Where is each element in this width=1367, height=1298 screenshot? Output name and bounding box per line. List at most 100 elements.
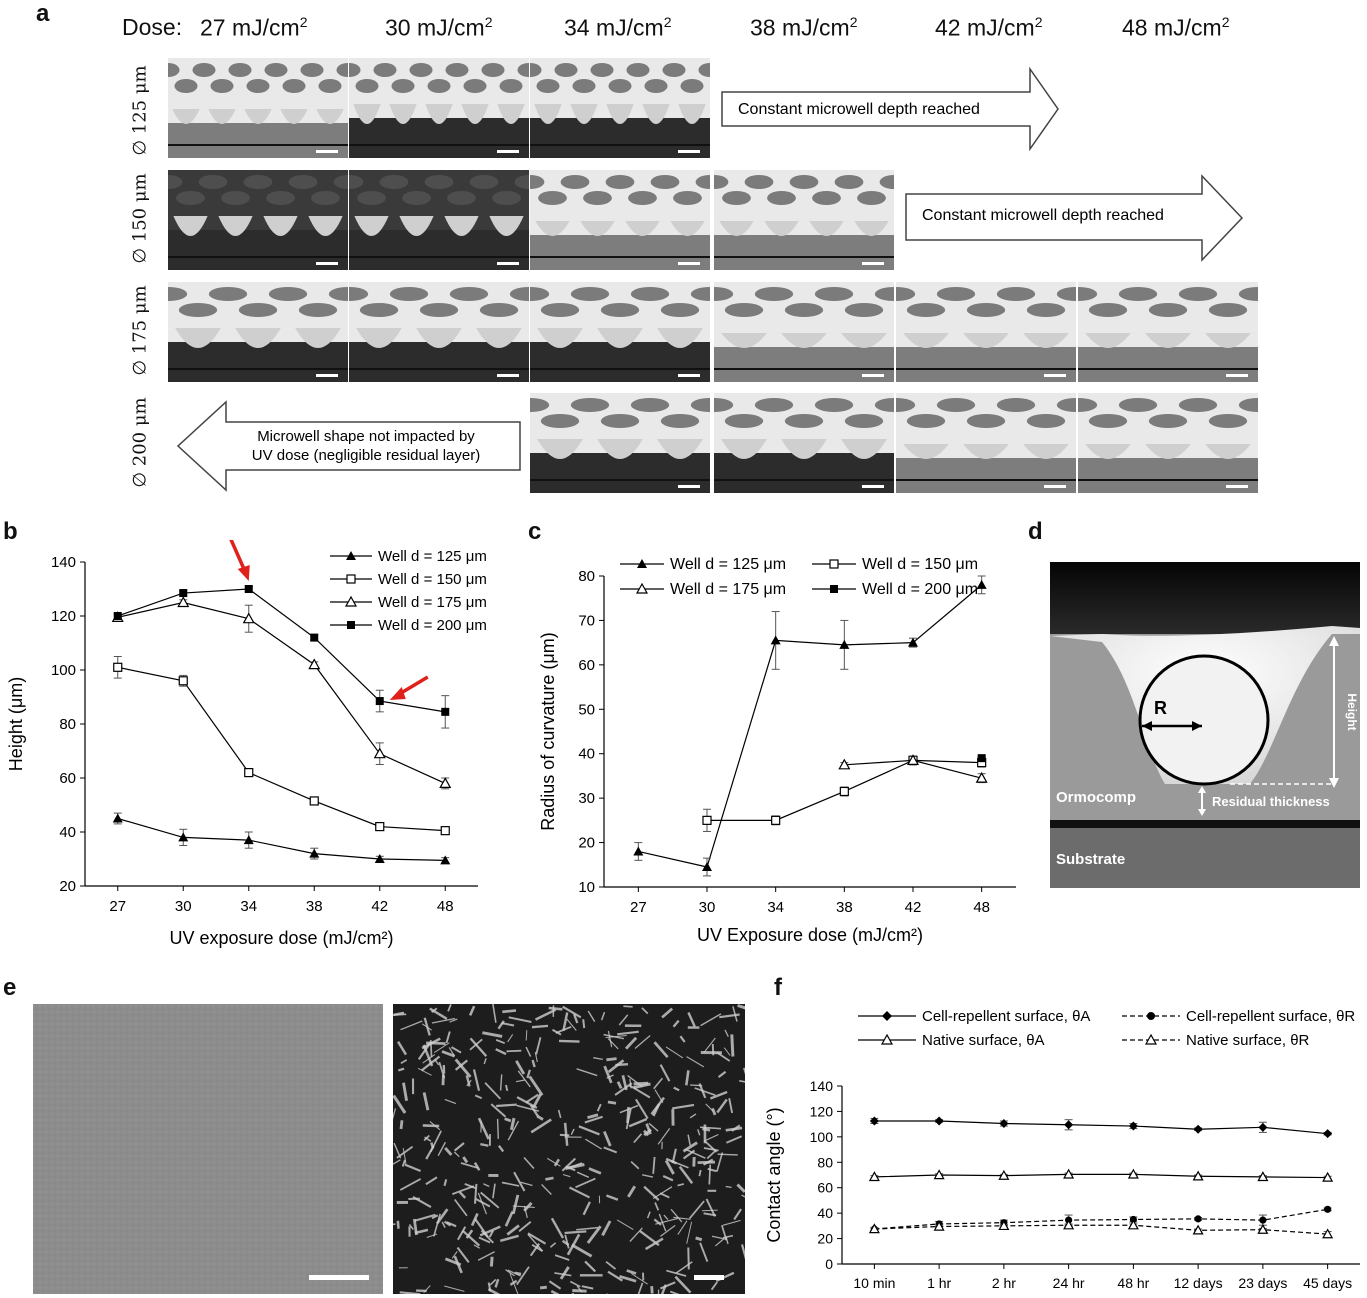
series-line-2: [874, 1208, 1328, 1230]
legend-marker-3: [880, 1033, 894, 1045]
data-point-series-4: [1063, 1219, 1075, 1230]
sem-smooth-surface-image: [33, 1004, 383, 1294]
legend-marker-4: [830, 585, 838, 593]
data-point-series-1: [839, 639, 850, 649]
legend-label-2: Well d = 150 μm: [378, 571, 487, 588]
data-point-series-3: [906, 754, 920, 765]
label-r: R: [1154, 698, 1167, 718]
x-tick-label: 27: [109, 898, 126, 915]
label-height: Height: [1345, 693, 1359, 730]
y-tick-label: 40: [817, 1205, 833, 1221]
dose-label-34: 34 mJ/cm2: [564, 14, 672, 41]
data-point-series-1: [1258, 1122, 1268, 1132]
sem-tile-row1-dose3: [530, 58, 710, 158]
y-tick-label: 10: [578, 879, 595, 896]
y-axis-title: Height (μm): [6, 677, 26, 771]
legend-marker-2: [1147, 1012, 1155, 1020]
data-point-series-1: [770, 635, 781, 645]
y-tick-label: 100: [51, 662, 76, 679]
legend-marker-2: [829, 559, 839, 569]
data-point-series-2: [440, 826, 450, 836]
sem-tile-row3-dose2: [349, 282, 529, 382]
data-point-series-2: [839, 786, 849, 797]
sem-tile-row3-dose4: [714, 282, 894, 382]
sem-tile-row3-dose1: [168, 282, 348, 382]
y-tick-label: 140: [810, 1078, 834, 1094]
legend-marker-4: [1144, 1033, 1158, 1045]
legend-marker-3: [344, 595, 358, 607]
data-point-series-4: [179, 589, 188, 598]
x-tick-label: 27: [630, 899, 647, 916]
legend-marker-2: [346, 574, 356, 584]
data-point-series-3: [373, 747, 386, 759]
series-line-3: [117, 601, 446, 784]
data-point-series-1: [309, 848, 320, 858]
dose-label-38: 38 mJ/cm2: [750, 14, 858, 41]
data-point-series-3: [933, 1169, 945, 1180]
legend-label-3: Well d = 175 μm: [378, 594, 487, 611]
legend-label-1: Cell-repellent surface, θA: [922, 1008, 1090, 1025]
data-point-series-4: [1192, 1224, 1204, 1235]
data-point-series-1: [440, 855, 451, 865]
data-point-series-3: [975, 771, 988, 783]
data-point-series-1: [1193, 1124, 1203, 1134]
x-tick-label: 30: [175, 898, 192, 915]
x-tick-label: 45 days: [1303, 1275, 1352, 1291]
data-point-series-2: [1194, 1215, 1202, 1223]
data-point-series-1: [243, 835, 254, 845]
y-tick-label: 120: [51, 608, 76, 625]
panel-label-c: c: [528, 518, 542, 545]
data-point-series-2: [702, 815, 712, 825]
data-point-series-4: [244, 585, 253, 593]
legend-label-2: Well d = 150 μm: [862, 556, 978, 573]
y-tick-label: 40: [59, 824, 76, 841]
data-point-series-1: [1323, 1129, 1333, 1139]
legend-marker-3: [635, 582, 649, 594]
legend-label-4: Well d = 200 μm: [378, 617, 487, 634]
x-tick-label: 24 hr: [1053, 1275, 1085, 1291]
y-tick-label: 20: [59, 878, 76, 895]
legend-label-1: Well d = 125 μm: [378, 548, 487, 565]
row-label-175: ∅ 175 μm: [129, 284, 151, 376]
data-point-series-1: [934, 1116, 944, 1126]
x-tick-label: 34: [240, 898, 257, 915]
data-point-series-4: [868, 1223, 880, 1234]
panel-label-f: f: [774, 974, 782, 1001]
sem-tile-row4-dose3: [530, 393, 710, 493]
data-point-series-3: [998, 1169, 1010, 1180]
arrow-left-text-1: Microwell shape not impacted by: [257, 428, 475, 445]
data-point-series-4: [310, 633, 319, 642]
data-point-series-4: [998, 1220, 1010, 1231]
series-line-3: [874, 1173, 1328, 1179]
x-tick-label: 2 hr: [992, 1275, 1016, 1291]
data-point-series-1: [1064, 1120, 1074, 1130]
data-point-series-1: [374, 854, 385, 863]
y-tick-label: 70: [578, 612, 595, 629]
x-axis-title: UV Exposure dose (mJ/cm²): [697, 925, 923, 945]
data-point-series-1: [633, 846, 644, 856]
data-point-series-4: [113, 612, 122, 620]
y-tick-label: 80: [817, 1154, 833, 1170]
y-tick-label: 60: [59, 770, 76, 787]
series-line-1: [874, 1120, 1328, 1135]
legend-label-2: Cell-repellent surface, θR: [1186, 1008, 1355, 1025]
data-point-series-1: [1128, 1121, 1138, 1131]
series-line-2: [117, 666, 446, 832]
data-point-series-3: [1257, 1171, 1269, 1182]
label-substrate: Substrate: [1056, 851, 1125, 868]
data-point-series-4: [1127, 1219, 1139, 1230]
y-axis-title: Radius of curvature (μm): [538, 632, 558, 830]
arrow-constant-depth-row2: Constant microwell depth reached: [905, 174, 1244, 262]
legend-label-3: Well d = 175 μm: [670, 581, 786, 598]
legend-marker-1: [346, 551, 356, 560]
x-tick-label: 23 days: [1238, 1275, 1287, 1291]
sem-tile-row2-dose3: [530, 170, 710, 270]
x-tick-label: 1 hr: [927, 1275, 951, 1291]
sem-tile-row2-dose1: [168, 170, 348, 270]
y-tick-label: 30: [578, 790, 595, 807]
x-tick-label: 30: [699, 899, 716, 916]
panel-label-d: d: [1028, 518, 1043, 545]
data-point-series-2: [375, 822, 385, 832]
panel-label-b: b: [3, 518, 18, 545]
series-line-4: [874, 1224, 1328, 1235]
